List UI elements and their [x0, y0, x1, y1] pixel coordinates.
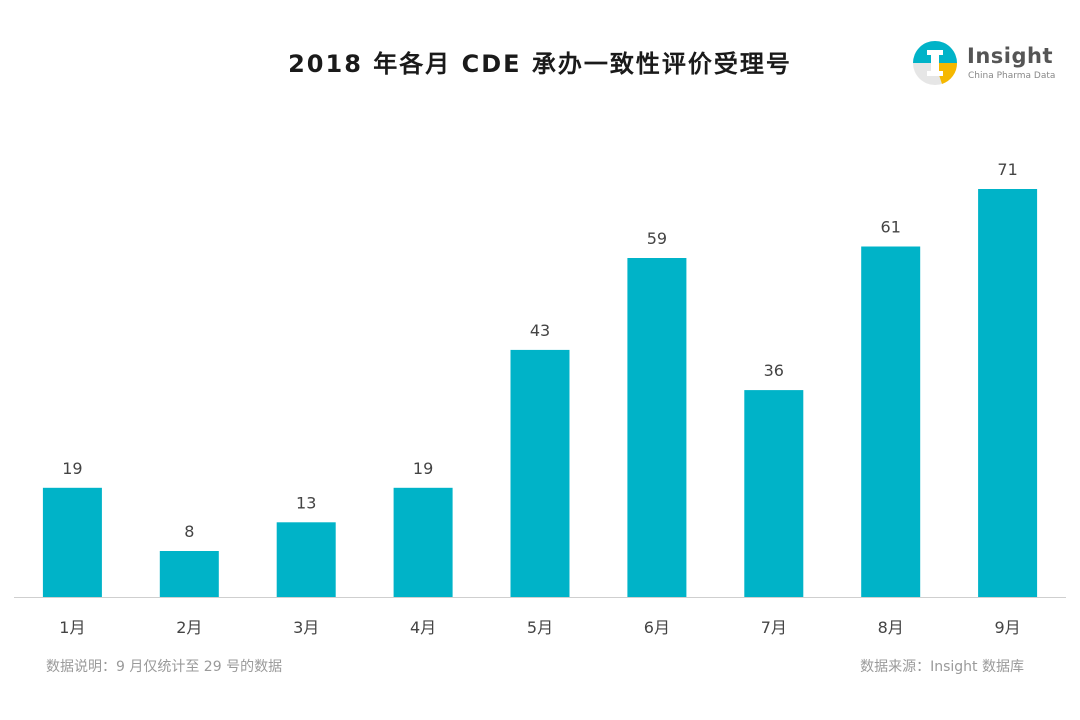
chart-title: 2018 年各月 CDE 承办一致性评价受理号	[288, 50, 792, 78]
x-tick-label: 2月	[176, 618, 202, 637]
x-tick-label: 6月	[644, 618, 670, 637]
category-labels-group: 1月 2月 3月 4月 5月 6月 7月 8月 9月	[59, 618, 1020, 637]
x-tick-label: 8月	[878, 618, 904, 637]
bar-6	[627, 258, 687, 597]
x-tick-label: 7月	[761, 618, 787, 637]
bar-4	[393, 487, 453, 597]
data-note: 数据说明：9 月仅统计至 29 号的数据	[46, 659, 283, 675]
bar-value-label: 59	[647, 229, 667, 248]
data-source: 数据来源：Insight 数据库	[860, 659, 1024, 675]
bar-3	[276, 522, 336, 597]
x-tick-label: 3月	[293, 618, 319, 637]
x-tick-label: 5月	[527, 618, 553, 637]
value-labels-group: 19 8 13 19 43 59 36 61 71	[62, 160, 1018, 541]
bar-7	[744, 390, 804, 597]
bar-value-label: 71	[997, 160, 1017, 179]
bar-value-label: 43	[530, 321, 550, 340]
bars-group	[42, 189, 1038, 597]
logo-name: Insight	[967, 44, 1053, 68]
bar-5	[510, 349, 570, 597]
bar-value-label: 13	[296, 493, 316, 512]
insight-logo: Insight China Pharma Data	[912, 40, 1062, 90]
x-tick-label: 1月	[59, 618, 85, 637]
bar-9	[978, 189, 1038, 597]
x-tick-label: 4月	[410, 618, 436, 637]
bar-value-label: 19	[413, 459, 433, 478]
bar-8	[861, 246, 921, 597]
bar-value-label: 8	[184, 522, 194, 541]
bar-value-label: 19	[62, 459, 82, 478]
bar-value-label: 36	[764, 361, 784, 380]
insight-logo-icon	[913, 41, 958, 85]
bar-2	[159, 551, 219, 597]
x-tick-label: 9月	[995, 618, 1021, 637]
bar-value-label: 61	[881, 218, 901, 237]
logo-tagline: China Pharma Data	[968, 71, 1056, 81]
bar-1	[42, 487, 102, 597]
